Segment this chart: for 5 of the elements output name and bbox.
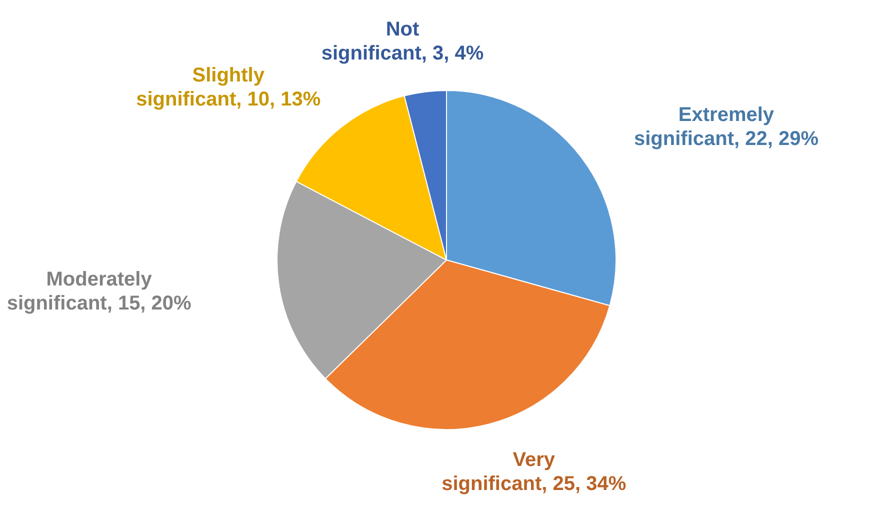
slice-label: Extremely significant, 22, 29% — [634, 104, 819, 150]
slice-label: Slightly significant, 10, 13% — [136, 64, 321, 110]
slice-label: Very significant, 25, 34% — [442, 449, 626, 496]
slice-label: Moderately significant, 15, 20% — [6, 268, 192, 315]
slice-label: Not significant, 3, 4% — [321, 18, 484, 65]
